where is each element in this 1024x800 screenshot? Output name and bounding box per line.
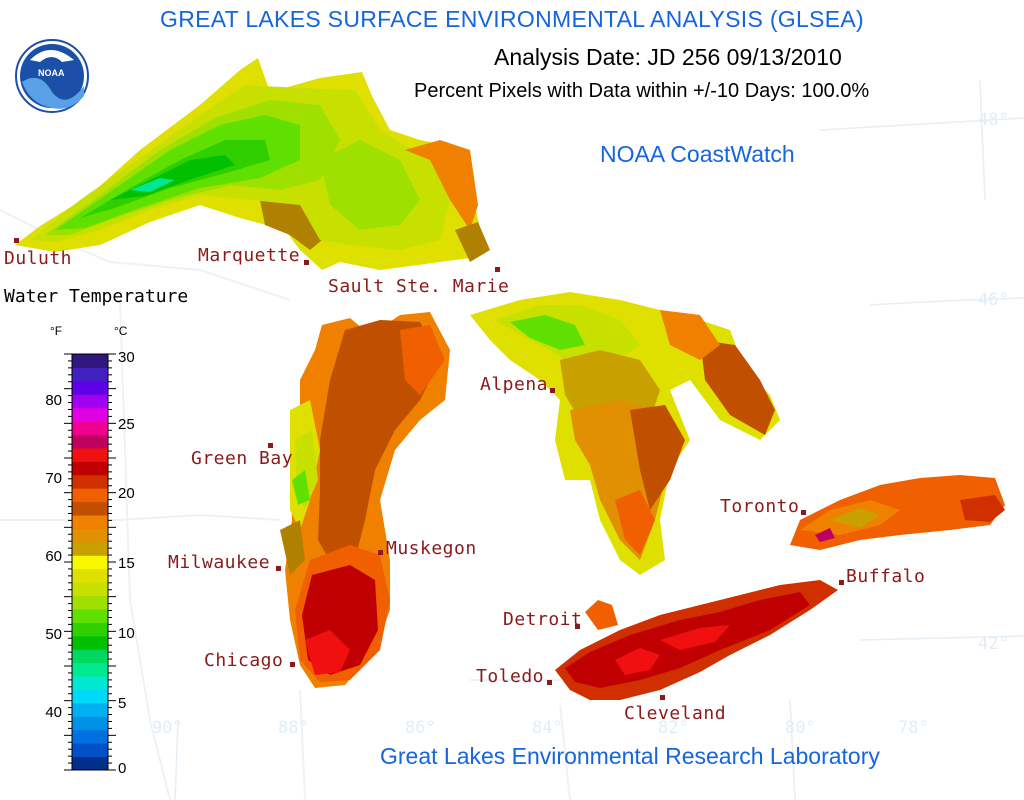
colorbar-swatch [72, 474, 108, 489]
lake-ontario [790, 475, 1005, 550]
lake-erie [555, 580, 838, 700]
legend-title: Water Temperature [4, 286, 189, 307]
map-title: GREAT LAKES SURFACE ENVIRONMENTAL ANALYS… [160, 6, 864, 32]
city-label: Detroit [503, 609, 583, 630]
city-marker [14, 238, 19, 243]
colorbar-swatch [72, 622, 108, 637]
colorbar-swatch [72, 756, 108, 771]
colorbar-swatch [72, 582, 108, 597]
colorbar-swatch [72, 555, 108, 570]
colorbar-swatch [72, 568, 108, 583]
temperature-colorbar [64, 353, 116, 771]
latitude-label: 46° [978, 290, 1009, 310]
city-label: Marquette [198, 245, 301, 266]
longitude-label: 90° [152, 718, 183, 738]
city-marker [268, 443, 273, 448]
city-label: Green Bay [191, 448, 294, 469]
colorbar-swatch [72, 380, 108, 395]
city-marker [547, 680, 552, 685]
fahrenheit-tick-label: 80 [45, 392, 62, 409]
colorbar-swatch [72, 716, 108, 731]
city-marker [290, 662, 295, 667]
colorbar-swatch [72, 528, 108, 543]
colorbar-swatch [72, 541, 108, 556]
city-marker [378, 550, 383, 555]
colorbar-swatch [72, 488, 108, 503]
colorbar-swatch [72, 434, 108, 449]
colorbar-swatch [72, 354, 108, 368]
city-label: Sault Ste. Marie [328, 276, 510, 297]
colorbar-swatch [72, 367, 108, 382]
colorbar-swatch [72, 676, 108, 690]
city-marker [801, 510, 806, 515]
longitude-label: 78° [898, 718, 929, 738]
lake-michigan [280, 312, 450, 688]
colorbar-swatch [72, 394, 108, 409]
fahrenheit-tick-label: 50 [45, 626, 62, 643]
colorbar-swatch [72, 515, 108, 529]
colorbar-swatch [72, 689, 108, 704]
percent-pixels-note: Percent Pixels with Data within +/-10 Da… [414, 80, 870, 102]
longitude-label: 84° [532, 718, 563, 738]
noaa-logo-text: NOAA [38, 68, 65, 78]
city-marker [660, 695, 665, 700]
source-label: NOAA CoastWatch [600, 141, 795, 167]
city-label: Alpena [480, 374, 549, 395]
colorbar-swatch [72, 595, 108, 610]
latitude-label: 48° [978, 110, 1009, 130]
colorbar-swatch [72, 635, 108, 650]
city-marker [839, 580, 844, 585]
fahrenheit-tick-label: 70 [45, 470, 62, 487]
city-marker [575, 624, 580, 629]
city-label: Cleveland [624, 703, 727, 724]
colorbar-swatch [72, 662, 108, 677]
city-label: Buffalo [846, 566, 926, 587]
city-label: Milwaukee [168, 552, 271, 573]
celsius-tick-label: 25 [118, 416, 135, 433]
lake-superior [15, 58, 490, 270]
colorbar-swatch [72, 461, 108, 476]
city-label: Toronto [720, 496, 800, 517]
longitude-label: 80° [785, 718, 816, 738]
city-marker [550, 388, 555, 393]
unit-celsius: °C [114, 324, 128, 338]
fahrenheit-tick-label: 40 [45, 704, 62, 721]
celsius-tick-label: 20 [118, 485, 135, 502]
colorbar-swatch [72, 729, 108, 744]
lake-st-clair [585, 600, 618, 630]
city-label: Duluth [4, 248, 73, 269]
city-marker [495, 267, 500, 272]
celsius-tick-label: 5 [118, 695, 127, 712]
longitude-label: 82° [658, 718, 689, 738]
colorbar-swatch [72, 743, 108, 758]
colorbar-swatch [72, 649, 108, 664]
longitude-label: 88° [278, 718, 309, 738]
analysis-date: Analysis Date: JD 256 09/13/2010 [494, 44, 842, 70]
lake-huron [470, 292, 780, 575]
celsius-tick-label: 10 [118, 625, 135, 642]
city-label: Chicago [204, 650, 284, 671]
city-marker [276, 566, 281, 571]
footer-lab-label: Great Lakes Environmental Research Labor… [380, 743, 880, 769]
city-label: Muskegon [386, 538, 477, 559]
colorbar-swatch [72, 447, 108, 462]
celsius-tick-label: 0 [118, 760, 127, 777]
celsius-tick-label: 15 [118, 555, 135, 572]
graticule [174, 79, 1024, 800]
colorbar-swatch [72, 407, 108, 422]
celsius-tick-label: 30 [118, 349, 135, 366]
colorbar-swatch [72, 421, 108, 436]
latitude-label: 42° [978, 634, 1009, 654]
city-label: Toledo [476, 666, 545, 687]
city-marker [304, 260, 309, 265]
fahrenheit-tick-label: 60 [45, 548, 62, 565]
unit-fahrenheit: °F [50, 324, 63, 338]
colorbar-swatch [72, 501, 108, 516]
longitude-label: 86° [405, 718, 436, 738]
colorbar-swatch [72, 608, 108, 623]
colorbar-swatch [72, 702, 108, 717]
noaa-logo-icon [15, 39, 89, 113]
